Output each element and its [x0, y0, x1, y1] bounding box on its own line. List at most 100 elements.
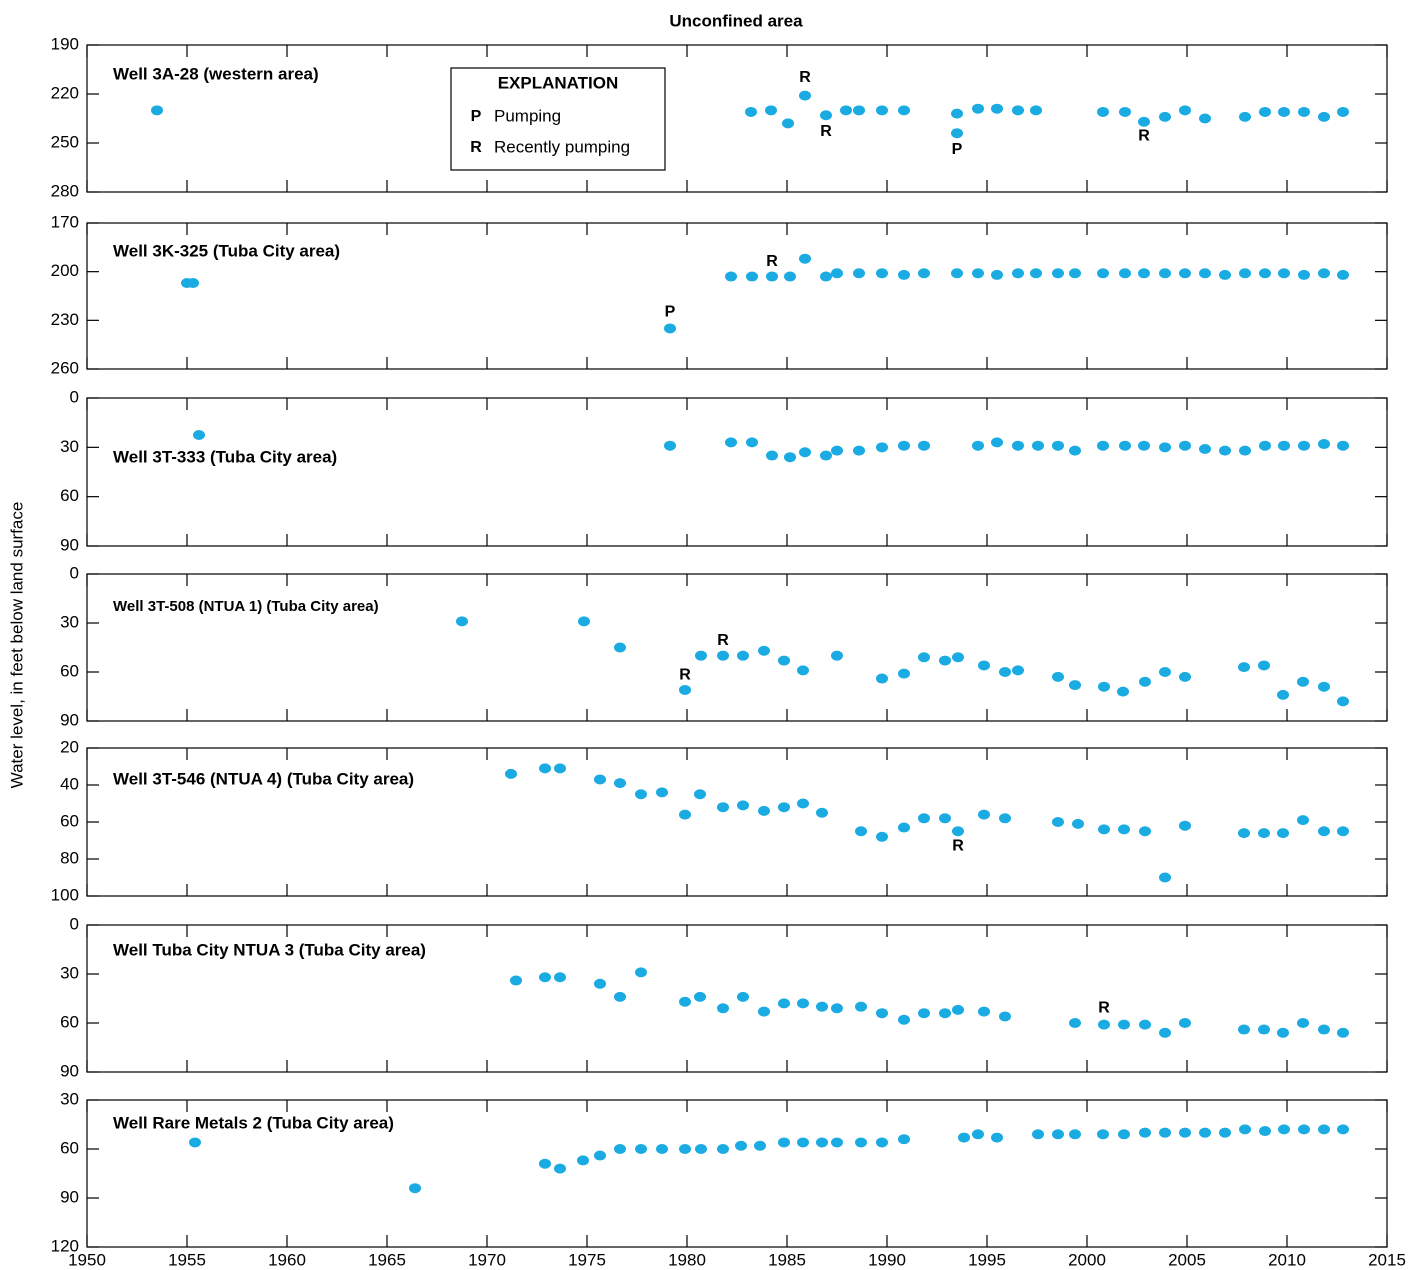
data-point	[978, 660, 990, 671]
data-point	[952, 652, 964, 663]
data-point	[1258, 828, 1270, 839]
y-tick-label: 60	[60, 661, 79, 680]
data-point	[635, 1144, 647, 1154]
data-point	[876, 105, 888, 116]
panel-frame	[86, 222, 1388, 370]
data-point	[918, 813, 930, 824]
data-point	[816, 807, 828, 818]
data-point	[1012, 105, 1024, 116]
data-point	[539, 763, 551, 774]
data-point	[1238, 828, 1250, 839]
data-point	[737, 650, 749, 661]
data-point	[1159, 111, 1171, 122]
data-point	[554, 1163, 566, 1174]
data-point	[855, 826, 867, 837]
data-point	[1098, 824, 1110, 835]
data-point	[1239, 111, 1251, 122]
data-point	[746, 271, 758, 282]
data-point	[717, 1144, 729, 1154]
data-point	[999, 667, 1011, 677]
x-tick-label: 1990	[868, 1250, 906, 1269]
data-point	[1159, 442, 1171, 453]
panel-title: Well Rare Metals 2 (Tuba City area)	[113, 1113, 394, 1132]
data-point	[1238, 1024, 1250, 1035]
data-point	[554, 972, 566, 983]
data-point	[958, 1132, 970, 1143]
data-point	[978, 809, 990, 820]
data-point	[918, 1008, 930, 1019]
data-point	[1118, 824, 1130, 835]
data-point	[853, 268, 865, 279]
data-point	[939, 1008, 951, 1019]
data-point	[1032, 1129, 1044, 1140]
data-point	[952, 1004, 964, 1015]
data-point	[614, 778, 626, 789]
data-point	[1012, 268, 1024, 279]
data-point	[918, 268, 930, 279]
point-annotation: R	[799, 69, 811, 86]
data-point	[816, 1001, 828, 1012]
data-point	[1298, 1124, 1310, 1135]
data-point	[782, 118, 794, 129]
y-tick-label: 90	[60, 710, 79, 729]
data-point	[758, 645, 770, 656]
point-annotation: R	[766, 253, 778, 270]
data-point	[1097, 268, 1109, 279]
panel-title: Well 3K-325 (Tuba City area)	[113, 241, 340, 260]
y-tick-label: 60	[60, 1012, 79, 1031]
data-point	[594, 1150, 606, 1161]
data-point	[1277, 689, 1289, 700]
point-annotation: R	[1138, 128, 1150, 145]
data-point	[1117, 686, 1129, 697]
data-point	[765, 105, 777, 116]
data-point	[999, 1011, 1011, 1022]
data-point	[898, 822, 910, 833]
data-point	[1069, 445, 1081, 456]
x-tick-label: 1955	[168, 1250, 206, 1269]
data-point	[939, 655, 951, 666]
data-point	[797, 998, 809, 1009]
data-point	[1337, 1124, 1349, 1135]
data-point	[737, 991, 749, 1002]
data-point	[1072, 818, 1084, 829]
data-point	[972, 103, 984, 114]
data-point	[876, 673, 888, 684]
data-point	[679, 996, 691, 1007]
data-point	[1258, 1024, 1270, 1035]
data-point	[1012, 440, 1024, 451]
y-tick-label: 190	[51, 34, 79, 53]
data-point	[972, 1129, 984, 1140]
data-point	[1298, 440, 1310, 451]
data-point	[1118, 1129, 1130, 1140]
data-point	[831, 650, 843, 661]
data-point	[1097, 1129, 1109, 1140]
data-point	[1297, 1018, 1309, 1028]
legend-box	[450, 67, 666, 171]
data-point	[554, 763, 566, 774]
data-point	[918, 440, 930, 451]
panel-title: Well 3T-333 (Tuba City area)	[113, 447, 337, 466]
data-point	[694, 991, 706, 1002]
data-point	[717, 650, 729, 661]
data-point	[1318, 439, 1330, 450]
data-point	[695, 650, 707, 661]
data-point	[999, 813, 1011, 824]
data-point	[978, 1006, 990, 1017]
data-point	[1179, 440, 1191, 451]
data-point	[898, 440, 910, 451]
data-point	[1097, 440, 1109, 451]
data-point	[951, 128, 963, 139]
data-point	[1278, 106, 1290, 117]
data-point	[737, 800, 749, 811]
data-point	[898, 1134, 910, 1145]
legend-label: Pumping	[494, 106, 561, 125]
data-point	[1199, 1127, 1211, 1138]
data-point	[820, 271, 832, 282]
data-point	[898, 269, 910, 280]
data-point	[594, 978, 606, 989]
data-point	[1278, 440, 1290, 451]
data-point	[1052, 268, 1064, 279]
data-point	[656, 1144, 668, 1154]
data-point	[1258, 660, 1270, 671]
data-point	[1298, 269, 1310, 280]
